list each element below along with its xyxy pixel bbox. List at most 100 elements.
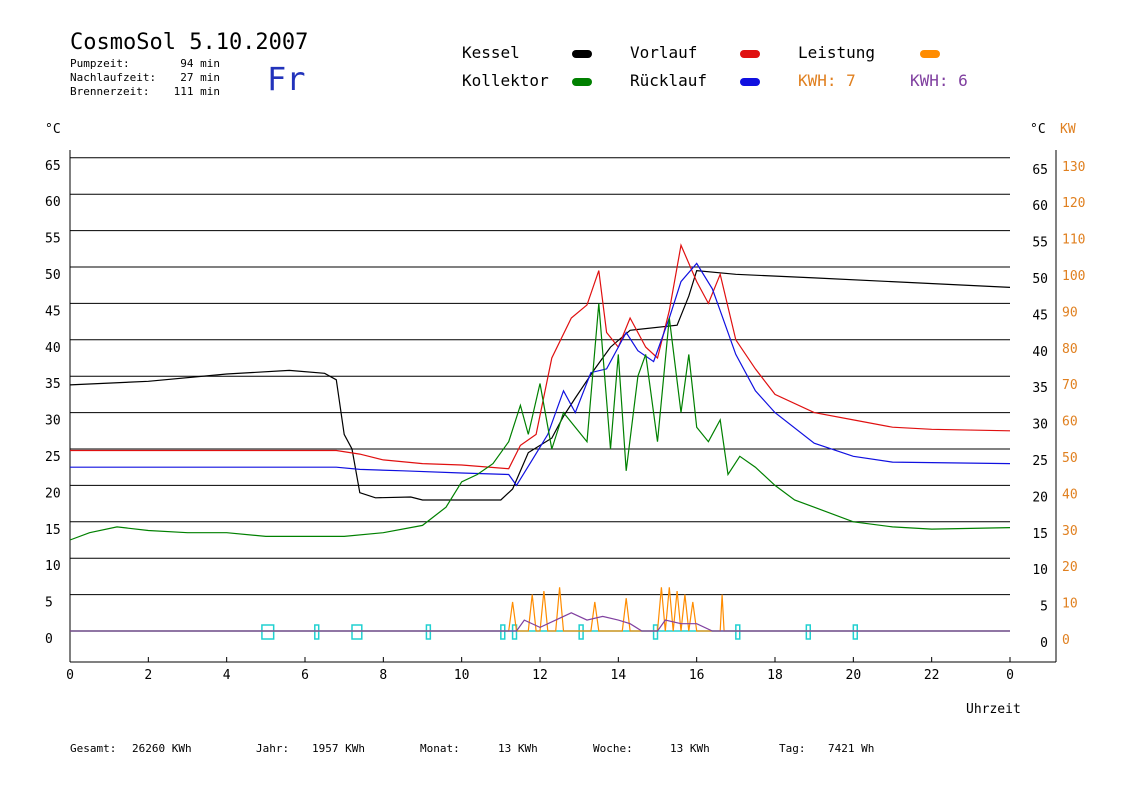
footer-value: 13 KWh <box>498 742 538 755</box>
pump-marker <box>425 624 432 640</box>
y-tick-label: 40 <box>45 341 61 356</box>
stat-label: Nachlaufzeit: <box>70 71 157 84</box>
footer-value: 1957 KWh <box>312 742 365 755</box>
y2-tick-label: 20 <box>1062 560 1078 575</box>
pump-marker <box>852 624 858 640</box>
y2-tick-label: 90 <box>1062 305 1078 320</box>
footer-label: Tag: <box>779 742 806 755</box>
footer-monat: Monat: 13 KWh <box>420 742 538 755</box>
y-tick-label: 20 <box>45 486 61 501</box>
y-tick-label-right: 35 <box>1032 381 1048 396</box>
y2-tick-label: 30 <box>1062 524 1078 539</box>
legend-swatch-leistung <box>920 50 940 58</box>
y-tick-label-right: 45 <box>1032 308 1048 323</box>
series-line <box>70 262 1011 487</box>
y-tick-label: 15 <box>45 523 61 538</box>
y-tick-label: 65 <box>45 159 61 174</box>
stat-brennerzeit: Brennerzeit: 111 min <box>70 85 220 98</box>
y2-tick-label: 130 <box>1062 160 1085 175</box>
legend-kwh-2: KWH: 6 <box>910 71 968 90</box>
series-line <box>70 612 1010 632</box>
pump-marker <box>511 624 518 640</box>
right-axis-unit-kw: KW <box>1060 122 1076 137</box>
x-tick-label: 2 <box>144 668 152 683</box>
footer-label: Woche: <box>593 742 633 755</box>
x-tick-label: 10 <box>454 668 470 683</box>
stat-value: 94 min <box>180 57 220 70</box>
pump-marker <box>578 624 584 640</box>
y-tick-label: 10 <box>45 559 61 574</box>
y2-tick-label: 100 <box>1062 269 1085 284</box>
y2-tick-label: 0 <box>1062 633 1070 648</box>
x-tick-label: 12 <box>532 668 548 683</box>
x-tick-label: 4 <box>223 668 231 683</box>
stat-pumpzeit: Pumpzeit: 94 min <box>70 57 220 70</box>
y2-tick-label: 10 <box>1062 597 1078 612</box>
pump-marker <box>261 624 275 640</box>
right-axis-unit: °C <box>1030 122 1046 137</box>
y-tick-label-right: 0 <box>1040 636 1048 651</box>
x-tick-label: 22 <box>924 668 940 683</box>
legend-swatch-kessel <box>572 50 592 58</box>
y-tick-label: 60 <box>45 195 61 210</box>
footer-value: 7421 Wh <box>828 742 875 755</box>
footer-woche: Woche: 13 KWh <box>593 742 710 755</box>
y-tick-label-right: 20 <box>1032 490 1048 505</box>
y-tick-label-right: 40 <box>1032 345 1048 360</box>
y-tick-label-right: 10 <box>1032 563 1048 578</box>
footer-label: Monat: <box>420 742 460 755</box>
footer-label: Jahr: <box>256 742 290 755</box>
series-line <box>70 587 1010 632</box>
y-tick-label-right: 50 <box>1032 272 1048 287</box>
weekday-label: Fr <box>267 60 306 98</box>
x-tick-label: 20 <box>846 668 862 683</box>
stat-value: 27 min <box>180 71 220 84</box>
footer-value: 13 KWh <box>670 742 710 755</box>
y-tick-label: 45 <box>45 304 61 319</box>
footer-label: Gesamt: <box>70 742 117 755</box>
y2-tick-label: 50 <box>1062 451 1078 466</box>
y2-tick-label: 80 <box>1062 342 1078 357</box>
footer-tag: Tag: 7421 Wh <box>779 742 874 755</box>
pump-marker <box>314 624 320 640</box>
footer-value: 26260 KWh <box>132 742 192 755</box>
x-tick-label: 18 <box>767 668 783 683</box>
y2-tick-label: 110 <box>1062 233 1085 248</box>
page-title: CosmoSol 5.10.2007 <box>70 30 309 55</box>
y2-tick-label: 40 <box>1062 487 1078 502</box>
y-tick-label: 50 <box>45 268 61 283</box>
legend-vorlauf: Vorlauf <box>630 43 698 62</box>
y-tick-label: 35 <box>45 377 61 392</box>
left-axis-unit: °C <box>45 122 61 137</box>
y-tick-label: 30 <box>45 414 61 429</box>
y-tick-label-right: 30 <box>1032 418 1048 433</box>
y-tick-label-right: 25 <box>1032 454 1048 469</box>
y2-tick-label: 120 <box>1062 196 1085 211</box>
series-line <box>70 243 1011 470</box>
pump-marker <box>351 624 363 640</box>
stat-label: Brennerzeit: <box>70 85 150 98</box>
legend-kwh-1: KWH: 7 <box>798 71 856 90</box>
x-axis-label: Uhrzeit <box>966 702 1021 717</box>
x-tick-label: 0 <box>66 668 74 683</box>
legend-kollektor: Kollektor <box>462 71 549 90</box>
stat-value: 111 min <box>173 85 220 98</box>
stat-label: Pumpzeit: <box>70 57 130 70</box>
y2-tick-label: 70 <box>1062 378 1078 393</box>
series-line <box>69 303 1011 541</box>
legend-leistung: Leistung <box>798 43 876 62</box>
y-tick-label-right: 60 <box>1032 199 1048 214</box>
legend-swatch-kollektor <box>572 78 592 86</box>
footer-gesamt: Gesamt: 26260 KWh <box>70 742 192 755</box>
legend-swatch-vorlauf <box>740 50 760 58</box>
legend-kessel: Kessel <box>462 43 520 62</box>
x-tick-label: 16 <box>689 668 705 683</box>
legend-ruecklauf: Rücklauf <box>630 71 708 90</box>
x-tick-label: 6 <box>301 668 309 683</box>
y-tick-label-right: 15 <box>1032 527 1048 542</box>
y-tick-label: 25 <box>45 450 61 465</box>
y2-tick-label: 60 <box>1062 415 1078 430</box>
y-tick-label: 0 <box>45 632 53 647</box>
footer-jahr: Jahr: 1957 KWh <box>256 742 365 755</box>
